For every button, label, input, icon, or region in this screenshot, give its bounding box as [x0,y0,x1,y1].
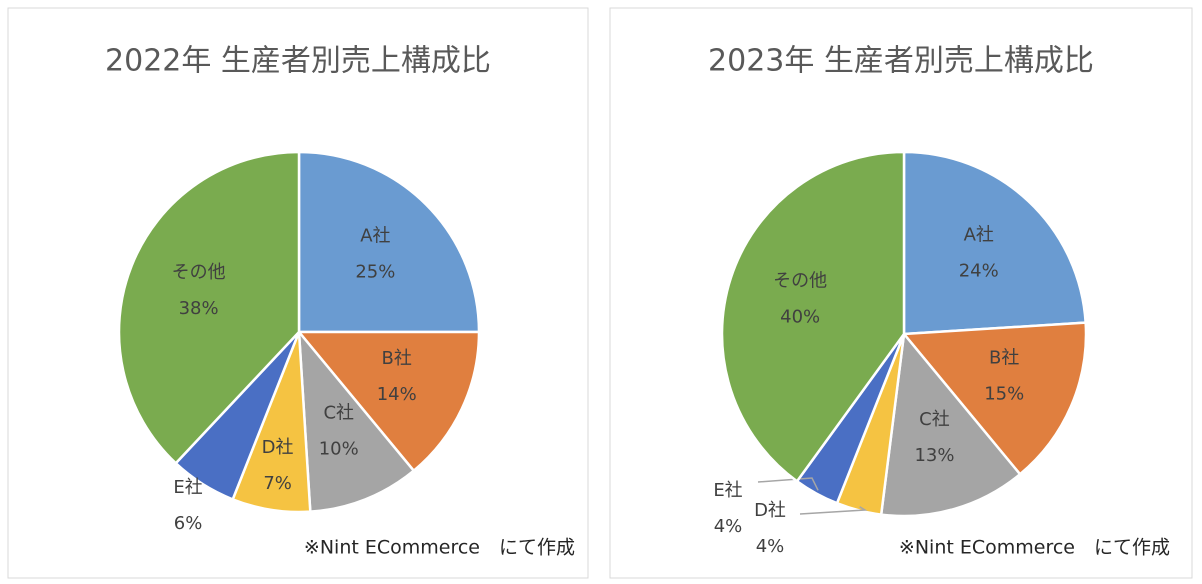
data-label-category: C社 [323,402,354,423]
data-label-value: 6% [174,513,203,534]
pie-slice [297,150,481,334]
data-label-value: 7% [263,473,292,494]
data-label-category: A社 [360,226,390,247]
data-label-category: D社 [754,500,786,521]
data-label-category: その他 [172,262,226,283]
data-label-category: A社 [964,224,994,245]
data-label-category: C社 [919,409,950,430]
data-label-value: 38% [179,298,219,319]
data-label-value: 40% [780,306,820,327]
pie-slice [879,330,1022,518]
data-label-value: 15% [984,383,1024,404]
pie-slice [901,321,1088,476]
leader-line [799,506,868,515]
data-label-category: B社 [382,348,412,369]
pie-slice [297,328,416,513]
leader-line [757,477,819,491]
data-label-value: 14% [377,384,417,405]
data-label-category: E社 [713,480,742,501]
data-label-category: B社 [989,347,1019,368]
pie-slice [117,150,301,465]
data-label-category: E社 [173,477,202,498]
data-label-value: 25% [355,262,395,283]
data-label-value: 4% [714,516,743,537]
data-label-value: 24% [959,260,999,281]
data-label-value: 13% [914,445,954,466]
data-label-category: D社 [262,437,294,458]
chart-title: 2022年 生産者別売上構成比 [105,44,491,79]
data-label-value: 4% [756,536,785,557]
annotation: ※Nint ECommerce にて作成 [899,537,1170,559]
chart-title: 2023年 生産者別売上構成比 [708,44,1094,79]
annotation: ※Nint ECommerce にて作成 [304,537,575,559]
pie-slice [720,150,906,483]
pie-slice [296,330,481,473]
data-label-value: 10% [319,438,359,459]
pie-slice [902,150,1087,336]
data-label-category: その他 [773,270,827,291]
